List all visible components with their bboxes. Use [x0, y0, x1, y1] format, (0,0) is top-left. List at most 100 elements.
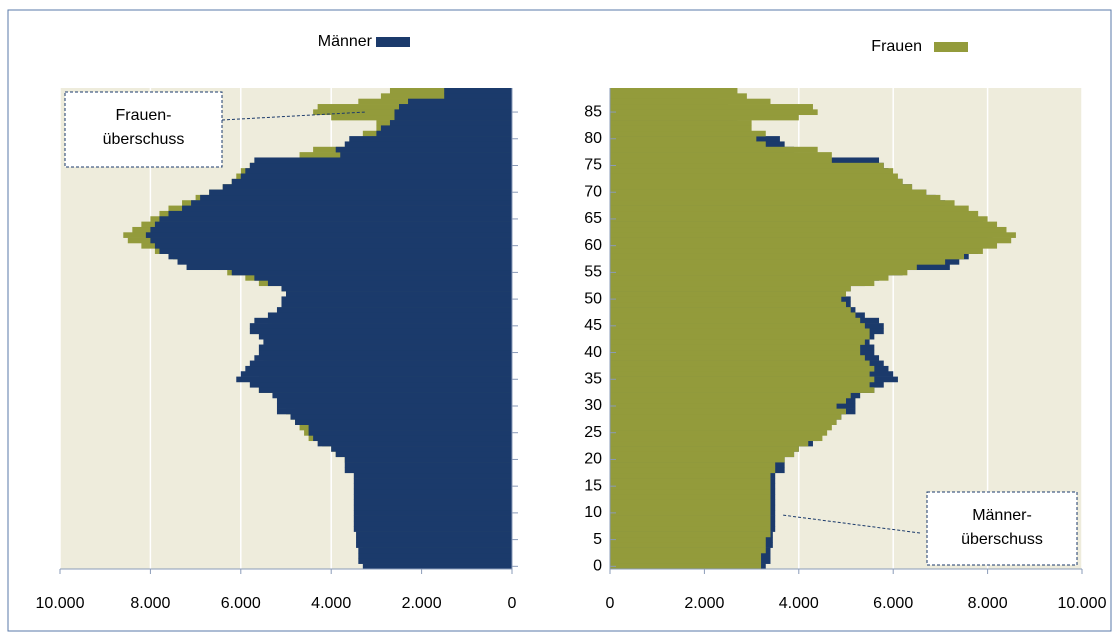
- bar: [353, 520, 512, 527]
- bar: [610, 120, 752, 126]
- x-tick-label: 10.000: [36, 595, 85, 612]
- legend-swatch: [376, 37, 410, 47]
- x-tick-label: 0: [606, 595, 615, 612]
- bar: [610, 381, 870, 388]
- bar: [353, 504, 512, 511]
- bar: [344, 462, 512, 468]
- bar: [353, 472, 512, 479]
- bar: [182, 205, 513, 212]
- x-tick-label: 4.000: [779, 595, 819, 612]
- bar: [313, 435, 512, 442]
- bar: [610, 104, 813, 110]
- bar: [610, 360, 870, 367]
- y-tick-label: 5: [593, 531, 602, 548]
- bar: [258, 387, 512, 393]
- bar: [349, 136, 512, 142]
- bar: [610, 194, 941, 201]
- bar: [610, 114, 799, 121]
- bar: [610, 440, 809, 447]
- bar: [610, 205, 969, 212]
- legend-label: Männer: [318, 33, 373, 50]
- bar: [610, 376, 875, 383]
- x-tick-label: 4.000: [311, 595, 351, 612]
- bar: [610, 146, 818, 153]
- bar: [276, 307, 512, 313]
- bar: [362, 563, 512, 570]
- bar: [186, 264, 512, 271]
- x-tick-label: 8.000: [968, 595, 1008, 612]
- bar: [240, 173, 513, 180]
- bar: [610, 264, 917, 271]
- annotation-text: überschuss: [103, 131, 185, 148]
- bar: [610, 488, 771, 495]
- bar: [353, 526, 512, 532]
- bar: [610, 280, 875, 287]
- bar: [272, 392, 512, 399]
- bar: [263, 339, 512, 345]
- bar: [258, 333, 512, 340]
- bar: [258, 349, 512, 356]
- bar: [335, 451, 512, 458]
- annotation-text: überschuss: [961, 531, 1043, 548]
- y-tick-label: 85: [584, 103, 602, 120]
- bar: [308, 424, 512, 431]
- y-tick-label: 75: [584, 157, 602, 174]
- bar: [389, 120, 512, 126]
- bar: [145, 232, 512, 238]
- bar: [281, 296, 512, 303]
- bar: [610, 456, 785, 463]
- bar: [610, 141, 766, 148]
- bar: [353, 478, 512, 484]
- bar: [610, 136, 757, 142]
- y-tick-label: 65: [584, 210, 602, 227]
- bar: [610, 210, 979, 217]
- y-tick-label: 80: [584, 130, 602, 147]
- bar: [240, 371, 513, 377]
- bar: [610, 285, 851, 292]
- bar: [177, 259, 512, 265]
- bar: [340, 152, 512, 158]
- bar: [356, 531, 512, 538]
- y-tick-label: 25: [584, 424, 602, 441]
- bar: [254, 157, 513, 164]
- bar: [276, 403, 512, 409]
- bar: [610, 93, 747, 99]
- bar: [245, 168, 512, 174]
- y-tick-label: 20: [584, 451, 602, 468]
- annotation-leader: [781, 514, 921, 534]
- bar: [276, 397, 512, 404]
- bar: [168, 253, 513, 260]
- bar: [150, 226, 512, 233]
- bar: [353, 483, 512, 490]
- bar: [610, 200, 955, 206]
- bar: [380, 125, 512, 132]
- bar: [610, 371, 870, 377]
- bar: [344, 456, 512, 463]
- bar: [610, 232, 1016, 238]
- bar: [610, 168, 894, 174]
- bar: [222, 184, 512, 190]
- x-tick-label: 2.000: [684, 595, 724, 612]
- bar: [610, 483, 771, 490]
- bar: [610, 349, 861, 356]
- bar: [267, 312, 512, 319]
- bar: [236, 376, 512, 383]
- bar: [610, 531, 771, 538]
- bar: [610, 563, 762, 570]
- bar: [610, 397, 846, 404]
- bar: [610, 157, 832, 164]
- bar: [249, 381, 512, 388]
- bar: [610, 499, 771, 506]
- bar: [335, 146, 512, 153]
- bar: [281, 285, 512, 292]
- bar: [358, 558, 512, 564]
- bar: [191, 200, 512, 206]
- bar: [610, 88, 738, 94]
- bar: [610, 542, 766, 548]
- bar: [610, 355, 865, 361]
- bar: [399, 104, 512, 110]
- bar: [610, 333, 870, 340]
- bar: [610, 253, 964, 260]
- y-tick-label: 0: [593, 558, 602, 575]
